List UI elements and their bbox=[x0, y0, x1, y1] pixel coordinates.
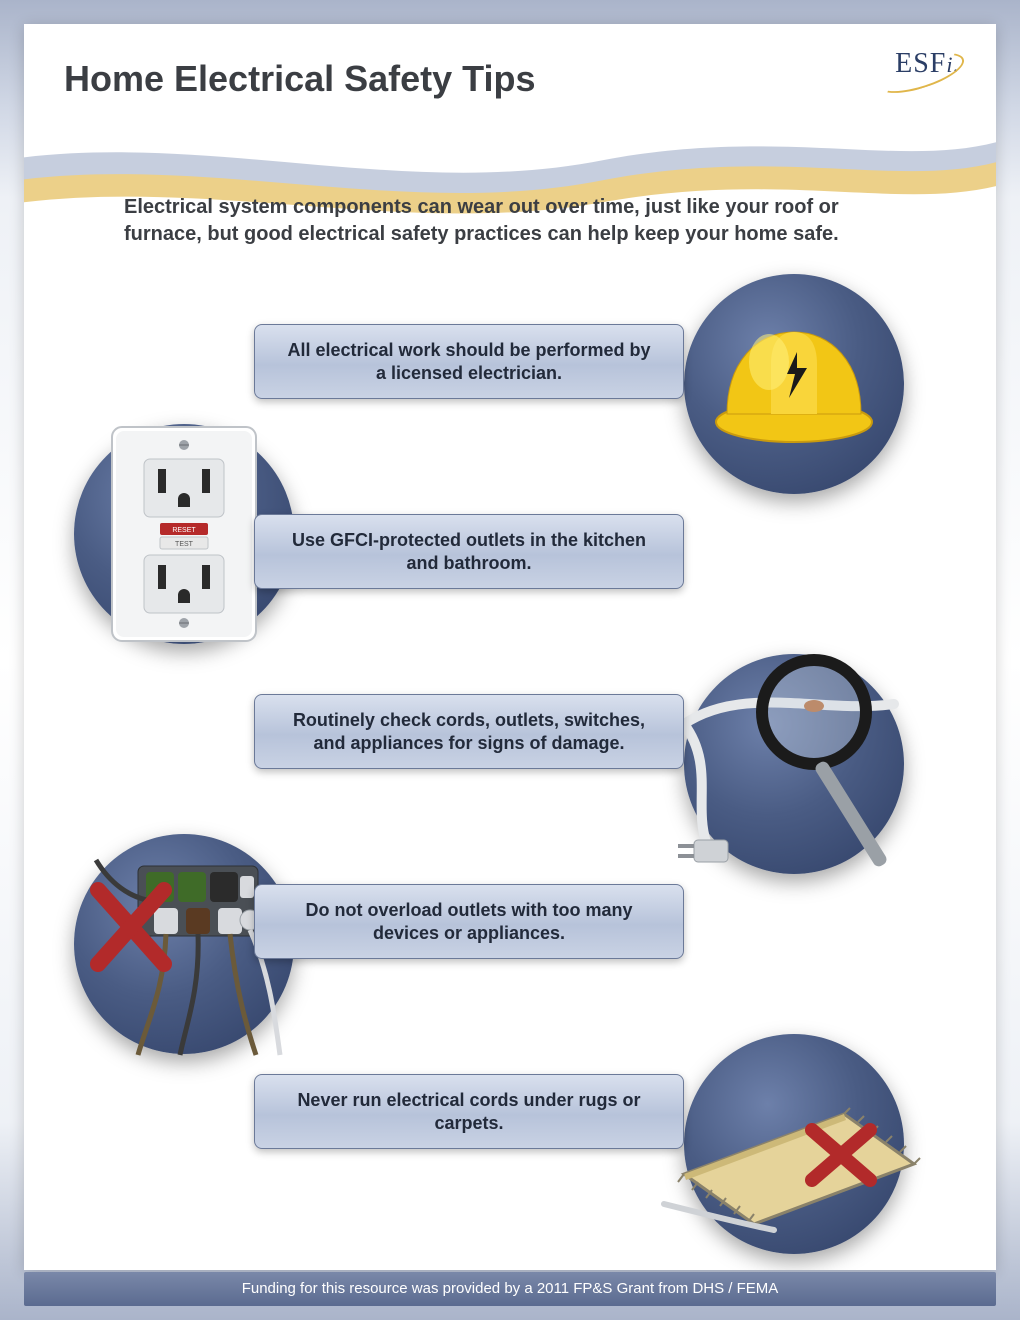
footer-text: Funding for this resource was provided b… bbox=[242, 1280, 779, 1297]
tip-box-4: Do not overload outlets with too many de… bbox=[254, 884, 684, 959]
tips-container: All electrical work should be performed … bbox=[24, 294, 996, 1270]
tip-text: Do not overload outlets with too many de… bbox=[305, 900, 632, 943]
page: Home Electrical Safety Tips ESFi. Electr… bbox=[24, 24, 996, 1270]
tip-circle-rug bbox=[684, 1034, 904, 1254]
page-title: Home Electrical Safety Tips bbox=[64, 58, 536, 100]
intro-text: Electrical system components can wear ou… bbox=[124, 194, 896, 248]
tip-circle-magnifier bbox=[684, 654, 904, 874]
rug-cord-icon bbox=[644, 1054, 924, 1254]
footer-bar: Funding for this resource was provided b… bbox=[24, 1272, 996, 1306]
magnifier-cord-icon bbox=[654, 644, 934, 904]
tip-text: Never run electrical cords under rugs or… bbox=[297, 1090, 640, 1133]
svg-text:RESET: RESET bbox=[172, 527, 196, 534]
tip-text: All electrical work should be performed … bbox=[287, 340, 650, 383]
tip-box-2: Use GFCI-protected outlets in the kitche… bbox=[254, 514, 684, 589]
tip-box-5: Never run electrical cords under rugs or… bbox=[254, 1074, 684, 1149]
hardhat-icon bbox=[709, 314, 879, 454]
tip-text: Routinely check cords, outlets, switches… bbox=[293, 710, 645, 753]
esfi-logo: ESFi. bbox=[895, 48, 960, 80]
tip-circle-hardhat bbox=[684, 274, 904, 494]
tip-box-1: All electrical work should be performed … bbox=[254, 324, 684, 399]
svg-text:TEST: TEST bbox=[175, 541, 194, 548]
tip-text: Use GFCI-protected outlets in the kitche… bbox=[292, 530, 646, 573]
gfci-outlet-icon: RESET TEST bbox=[104, 419, 264, 649]
tip-box-3: Routinely check cords, outlets, switches… bbox=[254, 694, 684, 769]
